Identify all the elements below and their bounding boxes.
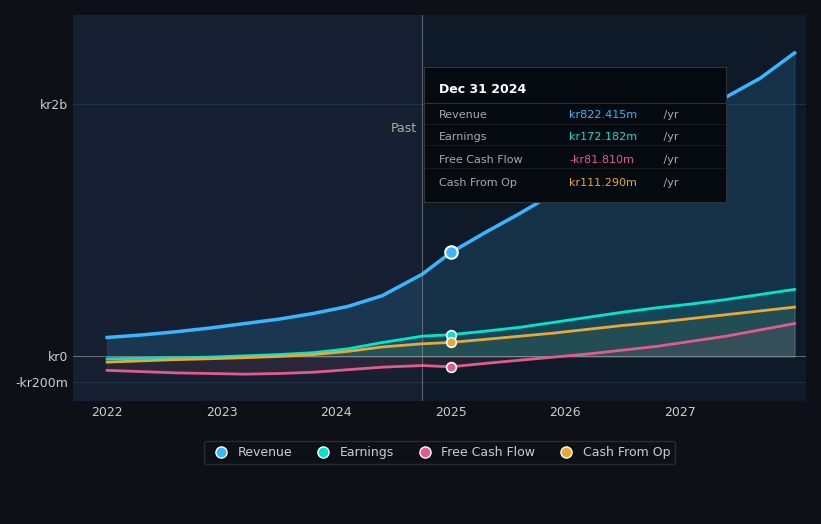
Text: /yr: /yr [660,178,678,188]
Bar [422,15,806,401]
Text: -kr81.810m: -kr81.810m [569,155,634,165]
Text: Dec 31 2024: Dec 31 2024 [439,83,526,96]
Text: /yr: /yr [660,155,678,165]
Text: /yr: /yr [660,110,678,120]
Legend: Revenue, Earnings, Free Cash Flow, Cash From Op: Revenue, Earnings, Free Cash Flow, Cash … [204,441,675,464]
Text: Cash From Op: Cash From Op [439,178,517,188]
Text: kr822.415m: kr822.415m [569,110,637,120]
Text: Free Cash Flow: Free Cash Flow [439,155,523,165]
Text: kr172.182m: kr172.182m [569,132,637,142]
Bar [73,15,422,401]
Text: kr111.290m: kr111.290m [569,178,637,188]
Text: /yr: /yr [660,132,678,142]
Text: Revenue: Revenue [439,110,488,120]
Text: Past: Past [390,123,416,136]
Text: Analysts Forecasts: Analysts Forecasts [428,123,544,136]
Text: Earnings: Earnings [439,132,488,142]
